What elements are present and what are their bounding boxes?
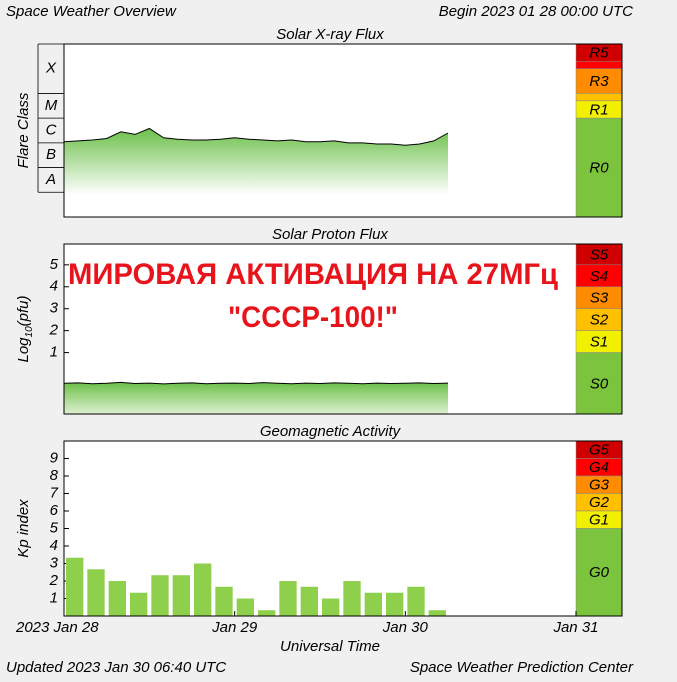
class-label: A	[45, 171, 56, 188]
scale-label: R1	[589, 101, 608, 118]
kp-bar	[87, 569, 105, 616]
flux-line	[63, 381, 449, 385]
plot-border	[63, 43, 623, 218]
class-label: M	[45, 97, 58, 114]
panel-title: Geomagnetic Activity	[260, 423, 402, 440]
kp-bar	[66, 557, 84, 616]
scale-label: G5	[589, 442, 610, 459]
kp-bar	[194, 563, 212, 616]
x-tick-label: 2023 Jan 28	[15, 619, 99, 636]
footer-source: Space Weather Prediction Center	[410, 659, 634, 676]
scale-level	[575, 117, 623, 218]
kp-bar	[300, 586, 318, 616]
y-tick-label: 1	[50, 589, 58, 606]
scale-label: S0	[590, 375, 609, 392]
header-title: Space Weather Overview	[6, 3, 177, 20]
y-tick-label: 2	[49, 572, 59, 589]
y-axis-label-part: 10	[24, 326, 35, 338]
scale-label: G3	[589, 477, 610, 494]
class-label: X	[45, 60, 57, 77]
scale-label: G1	[589, 512, 609, 529]
kp-bar	[279, 581, 297, 616]
scale-label: R5	[589, 45, 609, 62]
scale-label: S4	[590, 268, 608, 285]
y-tick-label: 9	[50, 449, 59, 466]
header-begin: Begin 2023 01 28 00:00 UTC	[439, 3, 633, 20]
area-fill	[64, 382, 448, 414]
plot-border	[63, 440, 623, 617]
y-tick-label: 3	[50, 300, 59, 317]
area-fill	[64, 128, 448, 217]
scale-label: G4	[589, 459, 609, 476]
y-tick-label: 1	[50, 344, 58, 361]
kp-bar	[108, 581, 126, 616]
flux-line	[63, 127, 449, 146]
scale-label: R0	[589, 160, 609, 177]
scale-level	[575, 61, 623, 69]
scale-label: G0	[589, 564, 610, 581]
x-tick-label: Jan 30	[382, 619, 429, 636]
y-tick-label: 7	[50, 484, 59, 501]
y-tick-label: 2	[49, 322, 59, 339]
kp-bar	[386, 592, 404, 616]
annotation: "СССР-100!"	[228, 301, 398, 334]
y-axis-label-part: Log	[15, 337, 32, 363]
y-tick-label: 3	[50, 554, 59, 571]
kp-bar	[151, 575, 169, 616]
scale-label: S3	[590, 290, 609, 307]
y-tick-label: 4	[50, 278, 58, 295]
class-label: C	[46, 121, 57, 138]
kp-bar	[428, 610, 446, 616]
x-axis-label: Universal Time	[280, 638, 380, 655]
kp-bar	[130, 592, 148, 616]
scale-label: G2	[589, 494, 610, 511]
kp-bar	[258, 610, 276, 616]
panel-title: Solar X-ray Flux	[276, 26, 384, 43]
y-tick-label: 5	[50, 256, 59, 273]
y-tick-label: 8	[50, 467, 59, 484]
panel-title: Solar Proton Flux	[272, 226, 388, 243]
kp-bar	[343, 581, 361, 616]
scale-label: R3	[589, 73, 609, 90]
scale-label: S1	[590, 334, 608, 351]
kp-bar	[364, 592, 382, 616]
plot-area	[64, 441, 576, 616]
y-axis-label-part: (pfu)	[15, 295, 32, 326]
y-tick-label: 6	[50, 502, 59, 519]
class-label: B	[46, 146, 56, 163]
scale-label: S2	[590, 312, 609, 329]
kp-bar	[236, 598, 254, 616]
scale-level	[575, 352, 623, 415]
x-tick-label: Jan 31	[552, 619, 598, 636]
kp-bar	[322, 598, 340, 616]
y-axis-label: Log10(pfu)	[15, 295, 35, 362]
x-tick-label: Jan 29	[211, 619, 258, 636]
kp-bar	[407, 586, 425, 616]
footer-updated: Updated 2023 Jan 30 06:40 UTC	[6, 659, 226, 676]
scale-label: S5	[590, 246, 609, 263]
y-axis-label: Flare Class	[15, 92, 32, 168]
kp-bar	[172, 575, 190, 616]
y-axis-label: Kp index	[15, 499, 32, 558]
annotation: МИРОВАЯ АКТИВАЦИЯ НА 27МГц	[68, 258, 559, 291]
scale-level	[575, 93, 623, 102]
kp-bar	[215, 586, 233, 616]
plot-border	[63, 243, 623, 415]
y-tick-label: 4	[50, 537, 58, 554]
y-tick-label: 5	[50, 519, 59, 536]
